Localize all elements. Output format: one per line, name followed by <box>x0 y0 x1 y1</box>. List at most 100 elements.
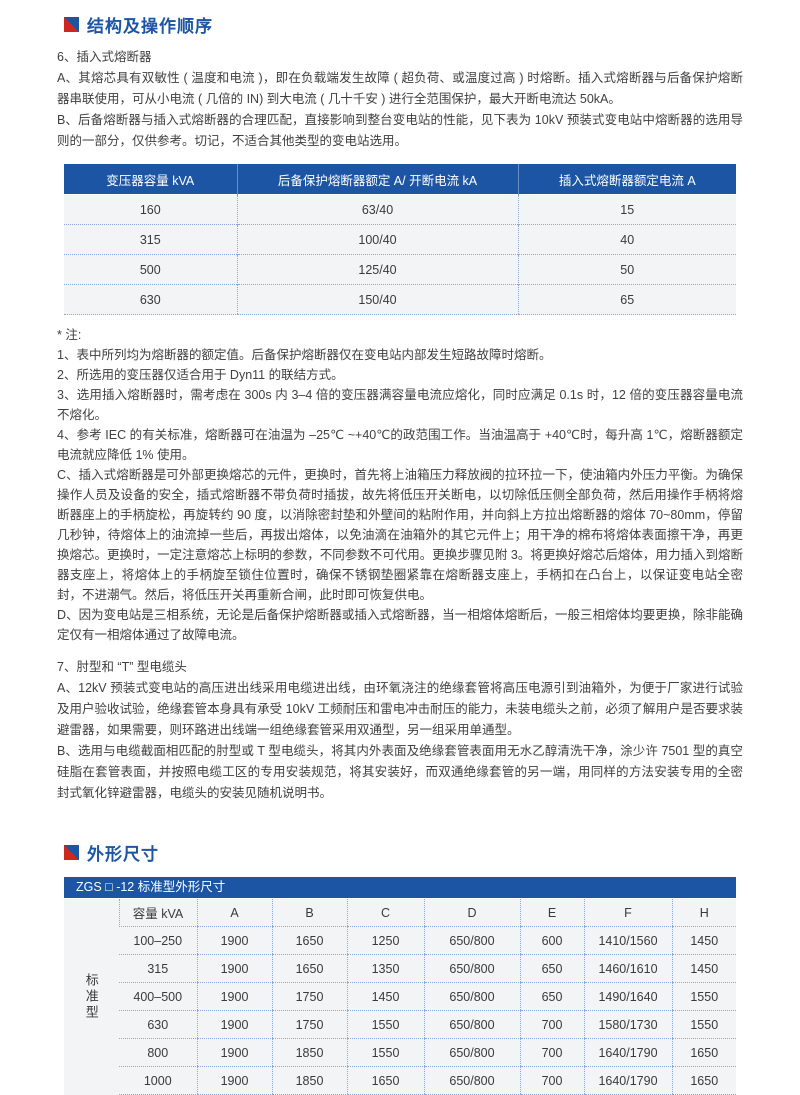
note-item: 3、选用插入熔断器时，需考虑在 300s 内 3–4 倍的变压器满容量电流应熔化… <box>57 388 743 422</box>
note-item: 1、表中所列均为熔断器的额定值。后备保护熔断器仅在变电站内部发生短路故障时熔断。 <box>57 348 552 362</box>
dimension-table-block: ZGS □ -12 标准型外形尺寸 标准型 容量 kVA A B C D E F <box>64 877 736 1095</box>
column-header: 变压器容量 kVA <box>64 164 237 195</box>
table-row: 630 1900 1750 1550 650/800 700 1580/1730 1550 <box>64 1010 736 1039</box>
note-item: 4、参考 IEC 的有关标准，熔断器可在油温为 –25℃ ~+40℃的政范围工作… <box>57 428 743 462</box>
table-cell: 1900 <box>196 954 272 983</box>
table-cell: 650/800 <box>423 1038 520 1067</box>
section-marker-icon <box>64 845 79 860</box>
table-cell: 650 <box>519 954 584 983</box>
column-header: A <box>196 899 272 927</box>
table-cell: 1250 <box>346 926 424 955</box>
table-cell: 650/800 <box>423 1010 520 1039</box>
table-row: 630 150/40 65 <box>64 284 736 315</box>
table-cell: 1650 <box>671 1038 736 1067</box>
table-cell: 1000 <box>119 1066 197 1095</box>
table-cell: 63/40 <box>236 194 518 225</box>
section-header-dimensions: 外形尺寸 <box>64 840 743 865</box>
table-cell: 1850 <box>271 1066 347 1095</box>
table-cell: 1410/1560 <box>583 926 672 955</box>
table-cell: 1640/1790 <box>583 1038 672 1067</box>
table-cell: 1650 <box>271 926 347 955</box>
table-cell: 1580/1730 <box>583 1010 672 1039</box>
column-header: C <box>346 899 424 927</box>
table-row: 100–250 1900 1650 1250 650/800 600 1410/1560 14… <box>64 926 736 955</box>
table-cell: 500 <box>64 254 237 285</box>
dimension-table: 标准型 容量 kVA A B C D E F H 100–250 1900 1650… <box>64 899 736 1095</box>
section-title: 外形尺寸 <box>87 845 159 864</box>
table-row: 160 63/40 15 <box>64 194 736 225</box>
column-header: E <box>519 899 584 927</box>
notes-title: * 注: <box>57 328 82 342</box>
row-group-label: 标准型 <box>83 972 99 1021</box>
table-cell: 1650 <box>671 1066 736 1095</box>
table-cell: 100–250 <box>119 926 197 955</box>
para-7-a: A、12kV 预装式变电站的高压进出线采用电缆进出线，由环氧浇注的绝缘套管将高压… <box>57 681 743 737</box>
table-cell: 15 <box>517 194 736 225</box>
table-cell: 400–500 <box>119 982 197 1011</box>
table-cell: 1550 <box>346 1038 424 1067</box>
section-title: 结构及操作顺序 <box>87 17 213 36</box>
table-cell: 1490/1640 <box>583 982 672 1011</box>
table-cell: 1900 <box>196 1038 272 1067</box>
table-header-row: 变压器容量 kVA 后备保护熔断器额定 A/ 开断电流 kA 插入式熔断器额定电… <box>64 164 736 195</box>
table-row: 400–500 1900 1750 1450 650/800 650 1490/1640 15… <box>64 982 736 1011</box>
table-cell: 650 <box>519 982 584 1011</box>
table-cell: 630 <box>64 284 237 315</box>
para-6-b: B、后备熔断器与插入式熔断器的合理匹配，直接影响到整台变电站的性能，见下表为 1… <box>57 113 743 148</box>
table-cell: 1900 <box>196 1010 272 1039</box>
note-item: D、因为变电站是三相系统，无论是后备保护熔断器或插入式熔断器，当一相熔体熔断后，… <box>57 608 743 642</box>
table-row: 500 125/40 50 <box>64 254 736 285</box>
table-cell: 160 <box>64 194 237 225</box>
table-cell: 630 <box>119 1010 197 1039</box>
table-cell: 650/800 <box>423 1066 520 1095</box>
column-header: 后备保护熔断器额定 A/ 开断电流 kA <box>236 164 518 195</box>
table-cell: 1750 <box>271 1010 347 1039</box>
table-cell: 40 <box>517 224 736 255</box>
dimension-table-title: ZGS □ -12 标准型外形尺寸 <box>64 877 736 898</box>
table-cell: 700 <box>519 1066 584 1095</box>
table-cell: 1640/1790 <box>583 1066 672 1095</box>
section-header-structure: 结构及操作顺序 <box>64 12 743 37</box>
table-cell: 315 <box>64 224 237 255</box>
table-cell: 1450 <box>346 982 424 1011</box>
table-header-row: 标准型 容量 kVA A B C D E F H <box>64 899 736 1095</box>
table-cell: 700 <box>519 1010 584 1039</box>
note-item: 2、所选用的变压器仅适合用于 Dyn11 的联结方式。 <box>57 368 344 382</box>
column-header: H <box>671 899 736 927</box>
table-cell: 1450 <box>671 954 736 983</box>
table-cell: 125/40 <box>236 254 518 285</box>
table-cell: 1450 <box>671 926 736 955</box>
table-cell: 1650 <box>271 954 347 983</box>
table-cell: 315 <box>119 954 197 983</box>
table-cell: 1900 <box>196 1066 272 1095</box>
column-header: 容量 kVA <box>118 899 197 927</box>
table-cell: 1550 <box>671 1010 736 1039</box>
table-cell: 1750 <box>271 982 347 1011</box>
para-6-title: 6、插入式熔断器 <box>57 50 152 64</box>
column-header: D <box>423 899 520 927</box>
table-cell: 650/800 <box>423 926 520 955</box>
table-cell: 1350 <box>346 954 424 983</box>
cable-head-text: 7、肘型和 “T” 型电缆头 A、12kV 预装式变电站的高压进出线采用电缆进出… <box>57 657 743 804</box>
fuse-selection-table: 变压器容量 kVA 后备保护熔断器额定 A/ 开断电流 kA 插入式熔断器额定电… <box>64 164 736 315</box>
row-group-label-cell: 标准型 <box>64 899 119 1095</box>
table-cell: 600 <box>519 926 584 955</box>
fuse-intro-text: 6、插入式熔断器 A、其熔芯具有双敏性 ( 温度和电流 )，即在负载端发生故障 … <box>57 47 743 152</box>
table-cell: 1650 <box>346 1066 424 1095</box>
table-cell: 50 <box>517 254 736 285</box>
column-header: 插入式熔断器额定电流 A <box>517 164 736 195</box>
table-cell: 1550 <box>346 1010 424 1039</box>
table-row: 315 1900 1650 1350 650/800 650 1460/1610 1450 <box>64 954 736 983</box>
table-cell: 700 <box>519 1038 584 1067</box>
notes-block: * 注: 1、表中所列均为熔断器的额定值。后备保护熔断器仅在变电站内部发生短路故… <box>57 325 743 645</box>
para-6-a: A、其熔芯具有双敏性 ( 温度和电流 )，即在负载端发生故障 ( 超负荷、或温度… <box>57 71 743 106</box>
table-row: 1000 1900 1850 1650 650/800 700 1640/1790 1650 <box>64 1066 736 1095</box>
table-cell: 1460/1610 <box>583 954 672 983</box>
column-header: F <box>583 899 672 927</box>
table-cell: 1900 <box>196 982 272 1011</box>
table-cell: 650/800 <box>423 982 520 1011</box>
table-row: 800 1900 1850 1550 650/800 700 1640/1790 1650 <box>64 1038 736 1067</box>
note-item: C、插入式熔断器是可外部更换熔芯的元件，更换时，首先将上油箱压力释放阀的拉环拉一… <box>57 468 743 602</box>
column-header: B <box>271 899 347 927</box>
